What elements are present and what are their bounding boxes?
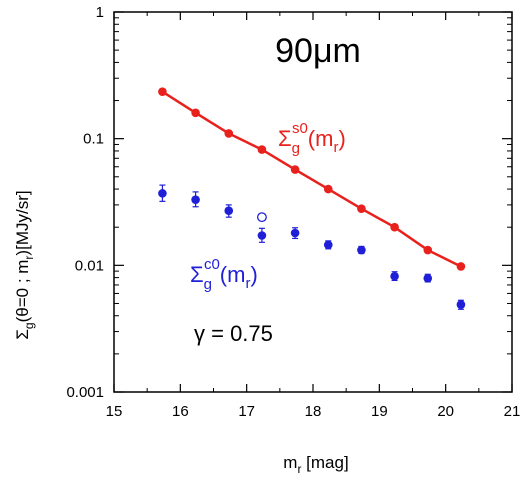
x-tick-label-3: 18 [305, 403, 322, 420]
y-axis-title-sub2: r [22, 256, 36, 260]
x-tick-label-2: 17 [238, 403, 255, 420]
series-c0-label-sup: c0 [204, 256, 220, 273]
y-axis-title-sub: g [22, 322, 36, 329]
series-0-point [191, 108, 200, 118]
series-0-line [161, 90, 462, 268]
series-1-point [290, 228, 300, 238]
y-tick-label-0: 0.001 [66, 384, 104, 401]
series-c0-label-sub2: r [245, 275, 250, 292]
x-tick-label-5: 20 [437, 403, 454, 420]
x-axis-title: mr [mag] [283, 453, 348, 476]
series-0-point [290, 165, 300, 174]
series-0-point [257, 145, 267, 154]
open-point-0 [256, 212, 267, 223]
series-1-point [257, 231, 267, 240]
series-s0-label-tail: (m [308, 126, 334, 151]
y-axis-title-tail: (θ=0 ; m [13, 260, 32, 323]
y-axis-title-pre: Σ [13, 329, 32, 340]
series-s0-label-sup: s0 [292, 120, 308, 137]
series-0-point [357, 204, 366, 213]
series-0-point [224, 129, 234, 138]
series-1-point [390, 271, 399, 281]
series-c0-label-main: Σ [190, 262, 204, 287]
y-axis-title: Σg(θ=0 ; mr)[MJy/sr] [13, 190, 36, 339]
x-tick-label-6: 21 [504, 403, 520, 420]
series-1-point [423, 274, 433, 283]
series-1-point [357, 245, 366, 255]
series-0-point [456, 262, 466, 271]
series-1-point [224, 206, 234, 215]
series-s0-label-sub2: r [333, 139, 338, 156]
plot-area: 15 16 17 18 19 20 21 0.001 0.01 0.1 1 [66, 4, 520, 420]
series-0-point [323, 184, 333, 194]
x-axis-title-tail: [mag] [301, 453, 348, 472]
series-1-point [158, 189, 167, 198]
y-tick-label-2: 0.1 [83, 131, 104, 148]
series-s0-label-end: ) [338, 126, 345, 151]
x-axis-title-main: m [283, 453, 297, 472]
series-c0-label-end: ) [250, 262, 257, 287]
x-tick-label-4: 19 [371, 403, 388, 420]
series-c0-label-tail: (m [220, 262, 246, 287]
series-0-point [158, 87, 167, 96]
series-0-point [423, 245, 433, 255]
y-tick-label-1: 0.01 [75, 257, 104, 274]
x-axis-title-sub: r [297, 462, 301, 476]
series-c0-label: Σg c0(mr) [190, 256, 258, 293]
series-0-point [390, 222, 399, 232]
gamma-annotation: γ = 0.75 [194, 321, 273, 346]
y-axis-title-tail2: )[MJy/sr] [13, 190, 32, 255]
series-s0-label-sub: g [292, 140, 300, 157]
series-s0-label: Σg s0(mr) [278, 120, 346, 157]
series-1-point [456, 300, 466, 309]
series-1-point [191, 195, 200, 204]
chart-title: 90μm [275, 32, 361, 70]
y-tick-label-3: 1 [96, 4, 104, 21]
series-1-point [323, 240, 333, 250]
x-tick-label-1: 16 [172, 403, 189, 420]
x-tick-label-0: 15 [106, 403, 123, 420]
series-c0-label-sub: g [204, 276, 212, 293]
series-s0-label-main: Σ [278, 126, 292, 151]
